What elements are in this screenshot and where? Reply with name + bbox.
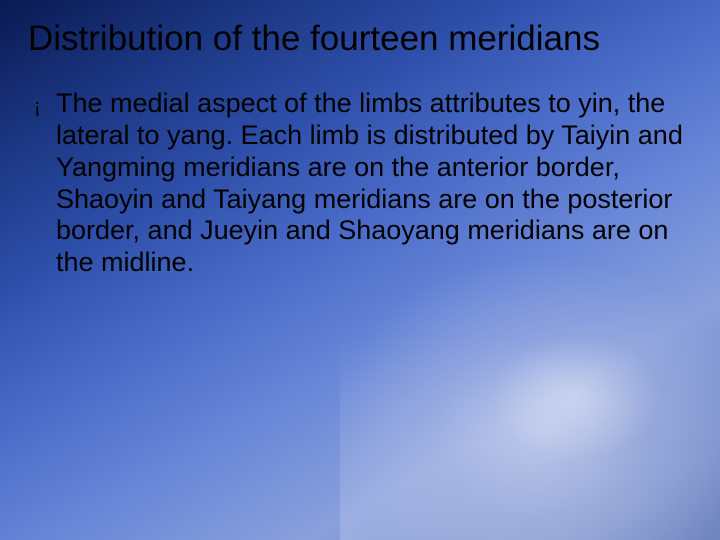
bullet-item: ¡ The medial aspect of the limbs attribu… <box>34 88 686 279</box>
bullet-marker-icon: ¡ <box>34 88 56 123</box>
slide-body: ¡ The medial aspect of the limbs attribu… <box>34 88 686 279</box>
slide: Distribution of the fourteen meridians ¡… <box>0 0 720 540</box>
bullet-text: The medial aspect of the limbs attribute… <box>56 88 686 279</box>
slide-title: Distribution of the fourteen meridians <box>28 20 700 59</box>
